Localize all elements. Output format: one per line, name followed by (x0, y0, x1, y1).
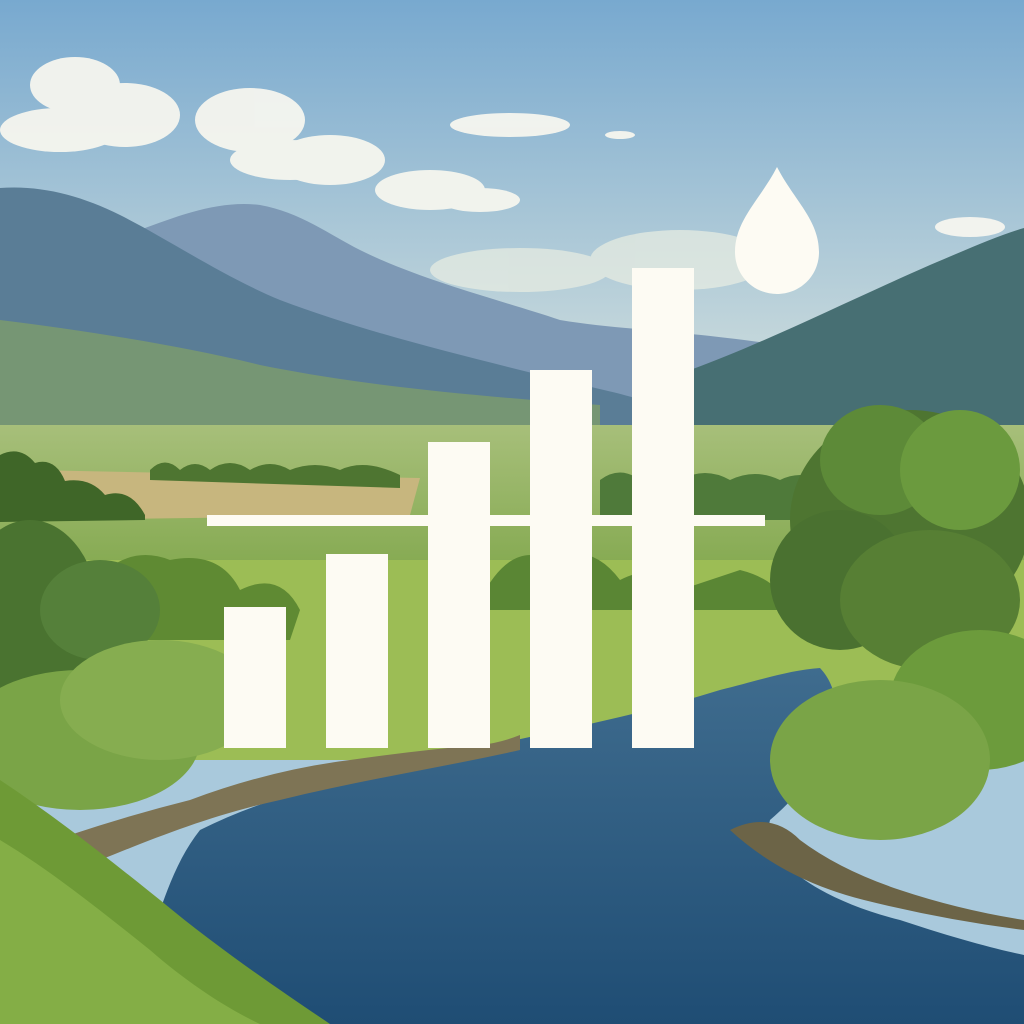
bar-3 (428, 442, 490, 748)
foothills (0, 320, 600, 440)
far-left-trees (0, 451, 145, 522)
water-drop-icon (735, 167, 819, 294)
left-bushes (0, 520, 260, 810)
horizontal-line (207, 515, 765, 526)
bar-1 (224, 607, 286, 748)
river-bank-right (730, 822, 1024, 930)
foreground-grass-light (0, 840, 260, 1024)
clouds (0, 57, 1005, 237)
bar-group (224, 268, 694, 748)
river-bank-left (70, 735, 520, 860)
bar-2 (326, 554, 388, 748)
bar-5 (632, 268, 694, 748)
distant-treeline (150, 462, 400, 488)
mountain-near-right (690, 228, 1024, 445)
right-tree (770, 405, 1024, 840)
bar-4 (530, 370, 592, 748)
